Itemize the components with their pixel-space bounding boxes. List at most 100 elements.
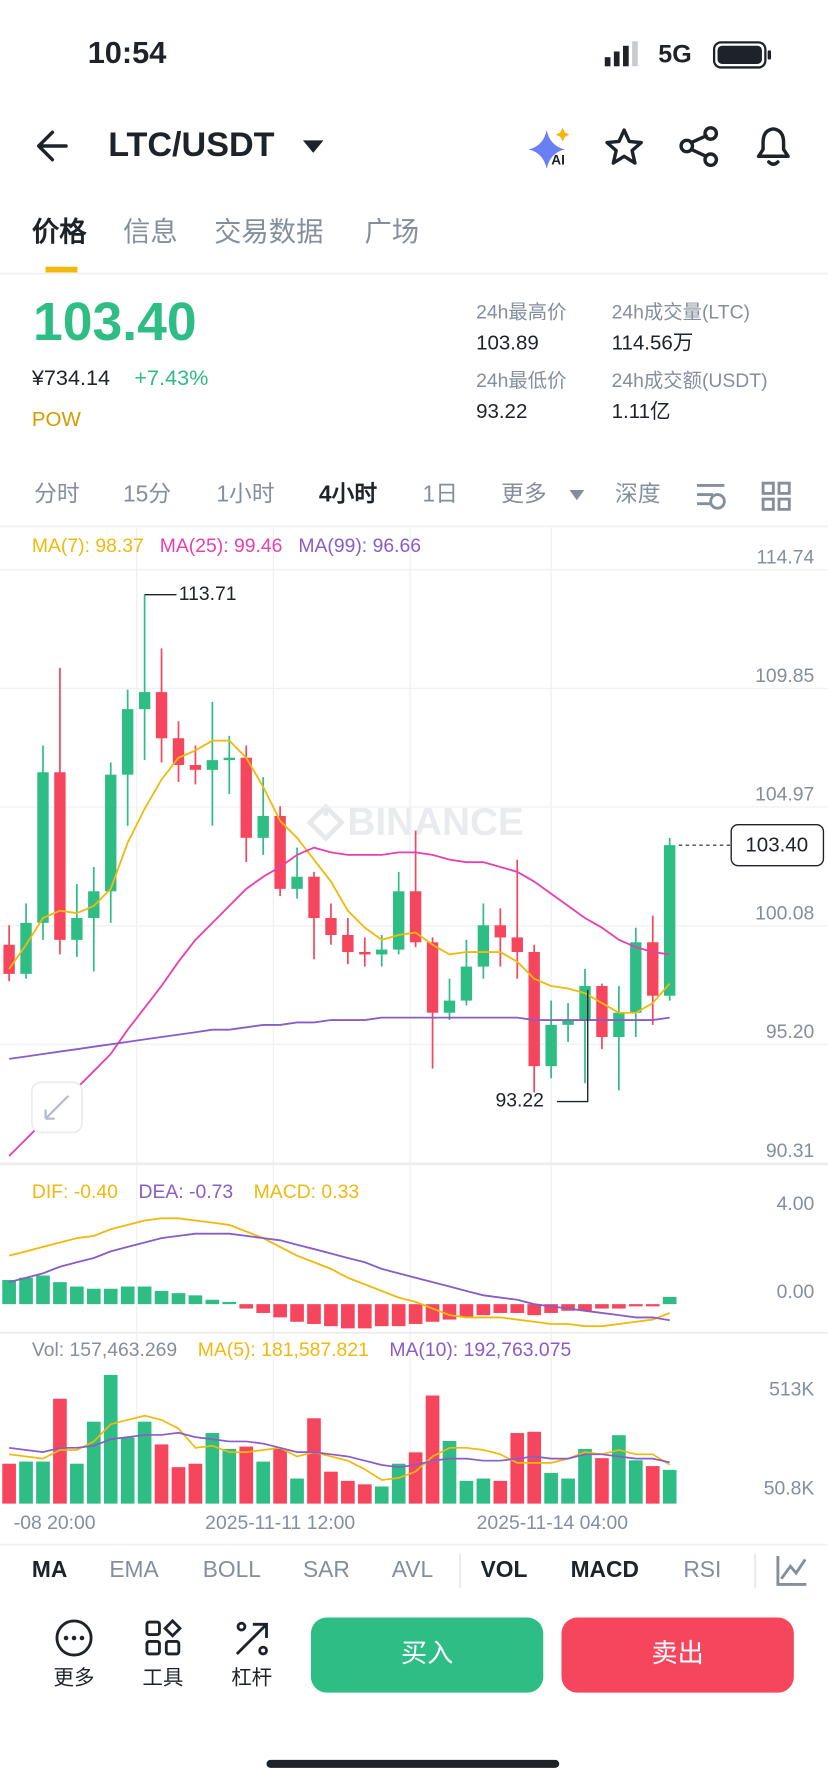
action-label[interactable]: 更多 [54,1666,95,1689]
leverage-button[interactable] [235,1621,268,1656]
low-label: 93.22 [495,1090,543,1112]
dea-line [8,1232,670,1322]
volume-bar [137,1421,152,1504]
alert-button[interactable] [756,127,790,166]
last-price-label: 103.40 [745,834,808,857]
icon-part [689,134,708,158]
candle-body [596,986,608,1038]
interval-tab[interactable]: 15分 [123,481,171,507]
indicator-tab[interactable]: BOLL [203,1556,261,1582]
interval-tab[interactable]: 4小时 [319,481,377,507]
macd-bar [307,1304,321,1324]
macd-bar [527,1304,542,1316]
interval-tab[interactable]: 1小时 [216,481,274,507]
pair-dropdown[interactable] [302,140,324,153]
volume-bar [239,1446,254,1504]
macd-bar [86,1288,101,1305]
pair-title[interactable]: LTC/USDT [108,126,274,164]
action-label[interactable]: 杠杆 [231,1666,272,1689]
interval-tab[interactable]: 更多 [501,481,547,507]
macd-bar [476,1304,491,1316]
volume-bar [2,1463,16,1504]
back-button[interactable] [37,130,68,162]
favorite-button[interactable] [605,128,643,165]
ma-legend: MA(7): 98.37 [32,535,144,557]
indicator-tab[interactable]: MACD [571,1556,639,1582]
icon-part [79,1635,85,1641]
buy-label[interactable]: 买入 [401,1638,453,1668]
candle-body [528,952,540,1067]
macd-bar [188,1295,203,1305]
icon-part [777,481,791,495]
icon-part [145,1620,161,1637]
candle-body [88,891,100,919]
tools-button[interactable] [145,1618,182,1656]
macd-bar [222,1301,237,1305]
action-label[interactable]: 工具 [142,1666,183,1689]
icon-part [703,152,719,168]
volume-legend: Vol: 157,463.269 [32,1339,177,1361]
icon-part [761,481,775,495]
tab[interactable]: 广场 [364,216,419,247]
volume-tick-label: 513K [769,1378,814,1400]
ma-legend: MA(25): 99.46 [160,535,283,557]
interval-tab[interactable]: 1日 [423,481,458,507]
candle-body [376,949,388,955]
y-tick-label: 104.97 [755,784,814,806]
indicator-tab[interactable]: VOL [481,1556,528,1582]
sell-label[interactable]: 卖出 [651,1638,703,1668]
candle-body [172,738,185,765]
candle-body [325,918,337,936]
icon-part [777,497,791,511]
indicator-tab[interactable]: MA [32,1556,67,1582]
candle-body [71,918,83,940]
more-button[interactable] [55,1619,93,1657]
tab[interactable]: 信息 [123,216,178,247]
candle-body [562,1020,574,1025]
ma-line [8,1016,670,1060]
tag[interactable]: POW [32,408,82,431]
volume-bar [425,1395,440,1504]
macd-bar [171,1293,186,1305]
kline-chart: BINANCE 114.74 109.85 104.97 100.08 95.20 90.3… [0,526,828,1534]
macd-bar [36,1275,50,1305]
volume-bar [391,1463,406,1504]
icon-part [776,1556,807,1586]
sell-button[interactable] [561,1617,794,1693]
y-tick-label: 100.08 [755,902,814,924]
macd-bar [256,1304,271,1313]
ma-legend: MA(99): 96.66 [298,535,421,557]
icon-part [761,497,775,511]
tab[interactable]: 价格 [32,216,87,247]
ma-line [8,846,670,1157]
indicator-tab[interactable]: EMA [109,1556,159,1582]
icon-part [697,483,725,506]
interval-tab[interactable]: 分时 [34,481,80,507]
stat-label: 24h最高价 [476,302,566,324]
macd-bar [137,1286,152,1305]
chart-settings-button[interactable] [697,483,726,510]
volume-bar [205,1433,220,1504]
volume-bar [628,1460,643,1504]
macd-bar [612,1304,626,1309]
indicator-tab[interactable]: SAR [303,1556,350,1582]
ai-icon[interactable]: AI [528,127,570,169]
macd-bar [442,1304,457,1320]
dif-line [8,1217,671,1328]
candle-body [189,764,202,770]
layout-button[interactable] [761,481,791,511]
indicator-settings[interactable] [776,1556,807,1586]
indicator-tab[interactable]: RSI [683,1556,721,1582]
share-button[interactable] [679,126,719,168]
volume-bar [86,1421,101,1504]
network-label: 5G [658,41,691,69]
tab[interactable]: 交易数据 [214,216,323,247]
interval-tab[interactable]: 深度 [615,481,661,507]
icon-part [709,493,726,510]
buy-button[interactable] [310,1617,544,1693]
icon-part [767,50,772,60]
more-dropdown[interactable] [569,489,585,501]
indicator-tab[interactable]: AVL [392,1556,433,1582]
